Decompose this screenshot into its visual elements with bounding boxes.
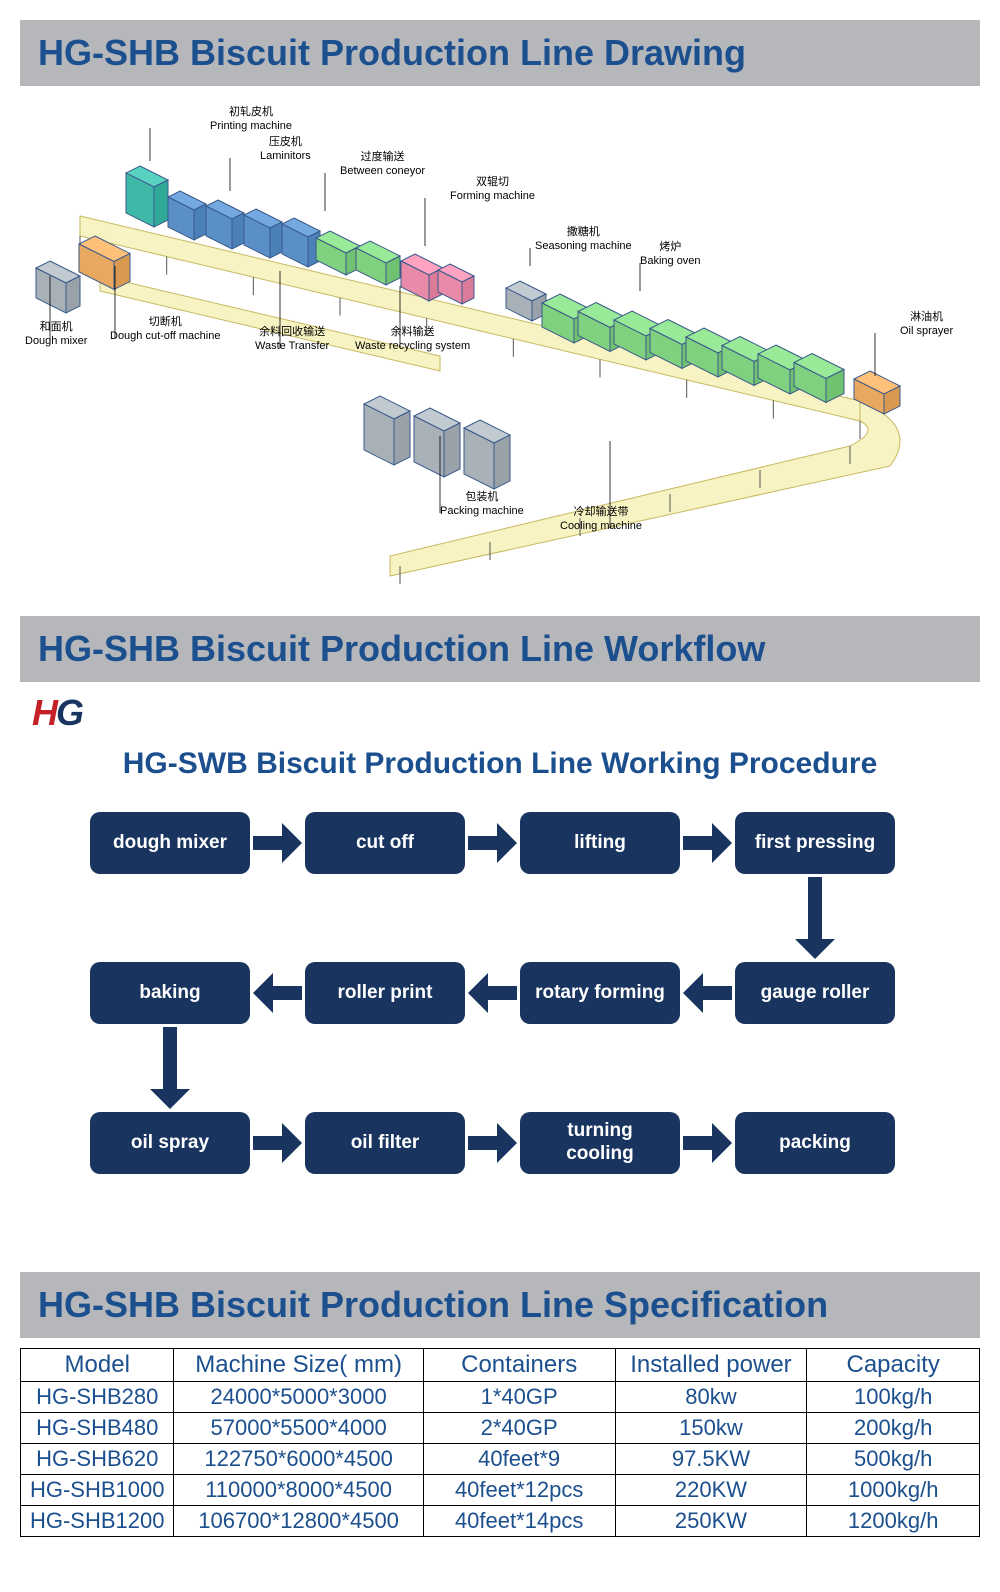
drawing-label: 双辊切Forming machine bbox=[450, 176, 535, 204]
wf-node-n10: oil filter bbox=[305, 1112, 465, 1174]
spec-cell: 40feet*14pcs bbox=[423, 1506, 615, 1537]
spec-cell: 1000kg/h bbox=[807, 1475, 980, 1506]
wf-arrow bbox=[468, 823, 517, 863]
drawing-label: 撒糖机Seasoning machine bbox=[535, 226, 632, 254]
wf-node-n11: turning cooling bbox=[520, 1112, 680, 1174]
wf-node-n7: roller print bbox=[305, 962, 465, 1024]
spec-cell: 97.5KW bbox=[615, 1444, 807, 1475]
logo-g: G bbox=[56, 692, 82, 733]
header-workflow: HG-SHB Biscuit Production Line Workflow bbox=[20, 616, 980, 682]
wf-node-n5: gauge roller bbox=[735, 962, 895, 1024]
wf-arrow bbox=[253, 823, 302, 863]
spec-cell: 1*40GP bbox=[423, 1382, 615, 1413]
header-spec: HG-SHB Biscuit Production Line Specifica… bbox=[20, 1272, 980, 1338]
drawing-diagram: 初轧皮机Printing machine压皮机Laminitors 过度输送Bet… bbox=[20, 96, 980, 596]
wf-node-n2: cut off bbox=[305, 812, 465, 874]
wf-node-n3: lifting bbox=[520, 812, 680, 874]
wf-node-n4: first pressing bbox=[735, 812, 895, 874]
workflow-diagram: HG HG-SWB Biscuit Production Line Workin… bbox=[20, 692, 980, 1252]
spec-cell: 110000*8000*4500 bbox=[174, 1475, 423, 1506]
spec-row: HG-SHB48057000*5500*40002*40GP150kw200kg… bbox=[21, 1413, 980, 1444]
spec-cell: HG-SHB1000 bbox=[21, 1475, 174, 1506]
drawing-label: 和面机Dough mixer bbox=[25, 321, 87, 349]
drawing-label: 包装机Packing machine bbox=[440, 491, 524, 519]
drawing-label: 余料输送Waste recycling system bbox=[355, 326, 470, 354]
spec-cell: 57000*5500*4000 bbox=[174, 1413, 423, 1444]
spec-cell: 106700*12800*4500 bbox=[174, 1506, 423, 1537]
wf-arrow bbox=[683, 1123, 732, 1163]
spec-cell: 1200kg/h bbox=[807, 1506, 980, 1537]
spec-table: ModelMachine Size( mm)ContainersInstalle… bbox=[20, 1348, 980, 1537]
spec-cell: HG-SHB280 bbox=[21, 1382, 174, 1413]
spec-table-wrap: ModelMachine Size( mm)ContainersInstalle… bbox=[20, 1348, 980, 1537]
spec-col-header: Installed power bbox=[615, 1349, 807, 1382]
drawing-svg bbox=[20, 96, 980, 596]
wf-arrow bbox=[253, 1123, 302, 1163]
spec-cell: HG-SHB480 bbox=[21, 1413, 174, 1444]
drawing-label: 过度输送Between coneyor bbox=[340, 151, 425, 179]
spec-cell: 80kw bbox=[615, 1382, 807, 1413]
header-drawing: HG-SHB Biscuit Production Line Drawing bbox=[20, 20, 980, 86]
drawing-label: 烤炉Baking oven bbox=[640, 241, 701, 269]
spec-cell: 200kg/h bbox=[807, 1413, 980, 1444]
hg-logo: HG bbox=[32, 692, 82, 734]
spec-cell: 100kg/h bbox=[807, 1382, 980, 1413]
spec-cell: 150kw bbox=[615, 1413, 807, 1444]
spec-row: HG-SHB620122750*6000*450040feet*997.5KW5… bbox=[21, 1444, 980, 1475]
spec-cell: 40feet*12pcs bbox=[423, 1475, 615, 1506]
workflow-title: HG-SWB Biscuit Production Line Working P… bbox=[20, 747, 980, 781]
wf-arrow bbox=[253, 973, 302, 1013]
wf-arrow bbox=[150, 1027, 190, 1109]
wf-arrow bbox=[683, 973, 732, 1013]
spec-cell: 2*40GP bbox=[423, 1413, 615, 1444]
wf-node-n12: packing bbox=[735, 1112, 895, 1174]
spec-row: HG-SHB1000110000*8000*450040feet*12pcs22… bbox=[21, 1475, 980, 1506]
drawing-label: 淋油机Oil sprayer bbox=[900, 311, 953, 339]
drawing-label: 切断机Dough cut-off machine bbox=[110, 316, 220, 344]
wf-node-n6: rotary forming bbox=[520, 962, 680, 1024]
drawing-label: 压皮机Laminitors bbox=[260, 136, 311, 164]
spec-col-header: Machine Size( mm) bbox=[174, 1349, 423, 1382]
drawing-label: 冷却输送带Cooling machine bbox=[560, 506, 642, 534]
wf-arrow bbox=[468, 1123, 517, 1163]
wf-node-n9: oil spray bbox=[90, 1112, 250, 1174]
drawing-label: 初轧皮机Printing machine bbox=[210, 106, 292, 134]
spec-col-header: Capacity bbox=[807, 1349, 980, 1382]
wf-node-n8: baking bbox=[90, 962, 250, 1024]
spec-cell: HG-SHB1200 bbox=[21, 1506, 174, 1537]
spec-col-header: Containers bbox=[423, 1349, 615, 1382]
spec-cell: 122750*6000*4500 bbox=[174, 1444, 423, 1475]
spec-cell: HG-SHB620 bbox=[21, 1444, 174, 1475]
drawing-label: 余料回收输送Waste Transfer bbox=[255, 326, 329, 354]
wf-arrow bbox=[795, 877, 835, 959]
spec-cell: 220KW bbox=[615, 1475, 807, 1506]
spec-cell: 250KW bbox=[615, 1506, 807, 1537]
wf-arrow bbox=[683, 823, 732, 863]
spec-row: HG-SHB28024000*5000*30001*40GP80kw100kg/… bbox=[21, 1382, 980, 1413]
wf-arrow bbox=[468, 973, 517, 1013]
logo-h: H bbox=[32, 692, 56, 733]
wf-node-n1: dough mixer bbox=[90, 812, 250, 874]
spec-cell: 40feet*9 bbox=[423, 1444, 615, 1475]
spec-cell: 500kg/h bbox=[807, 1444, 980, 1475]
spec-cell: 24000*5000*3000 bbox=[174, 1382, 423, 1413]
spec-col-header: Model bbox=[21, 1349, 174, 1382]
spec-row: HG-SHB1200106700*12800*450040feet*14pcs2… bbox=[21, 1506, 980, 1537]
